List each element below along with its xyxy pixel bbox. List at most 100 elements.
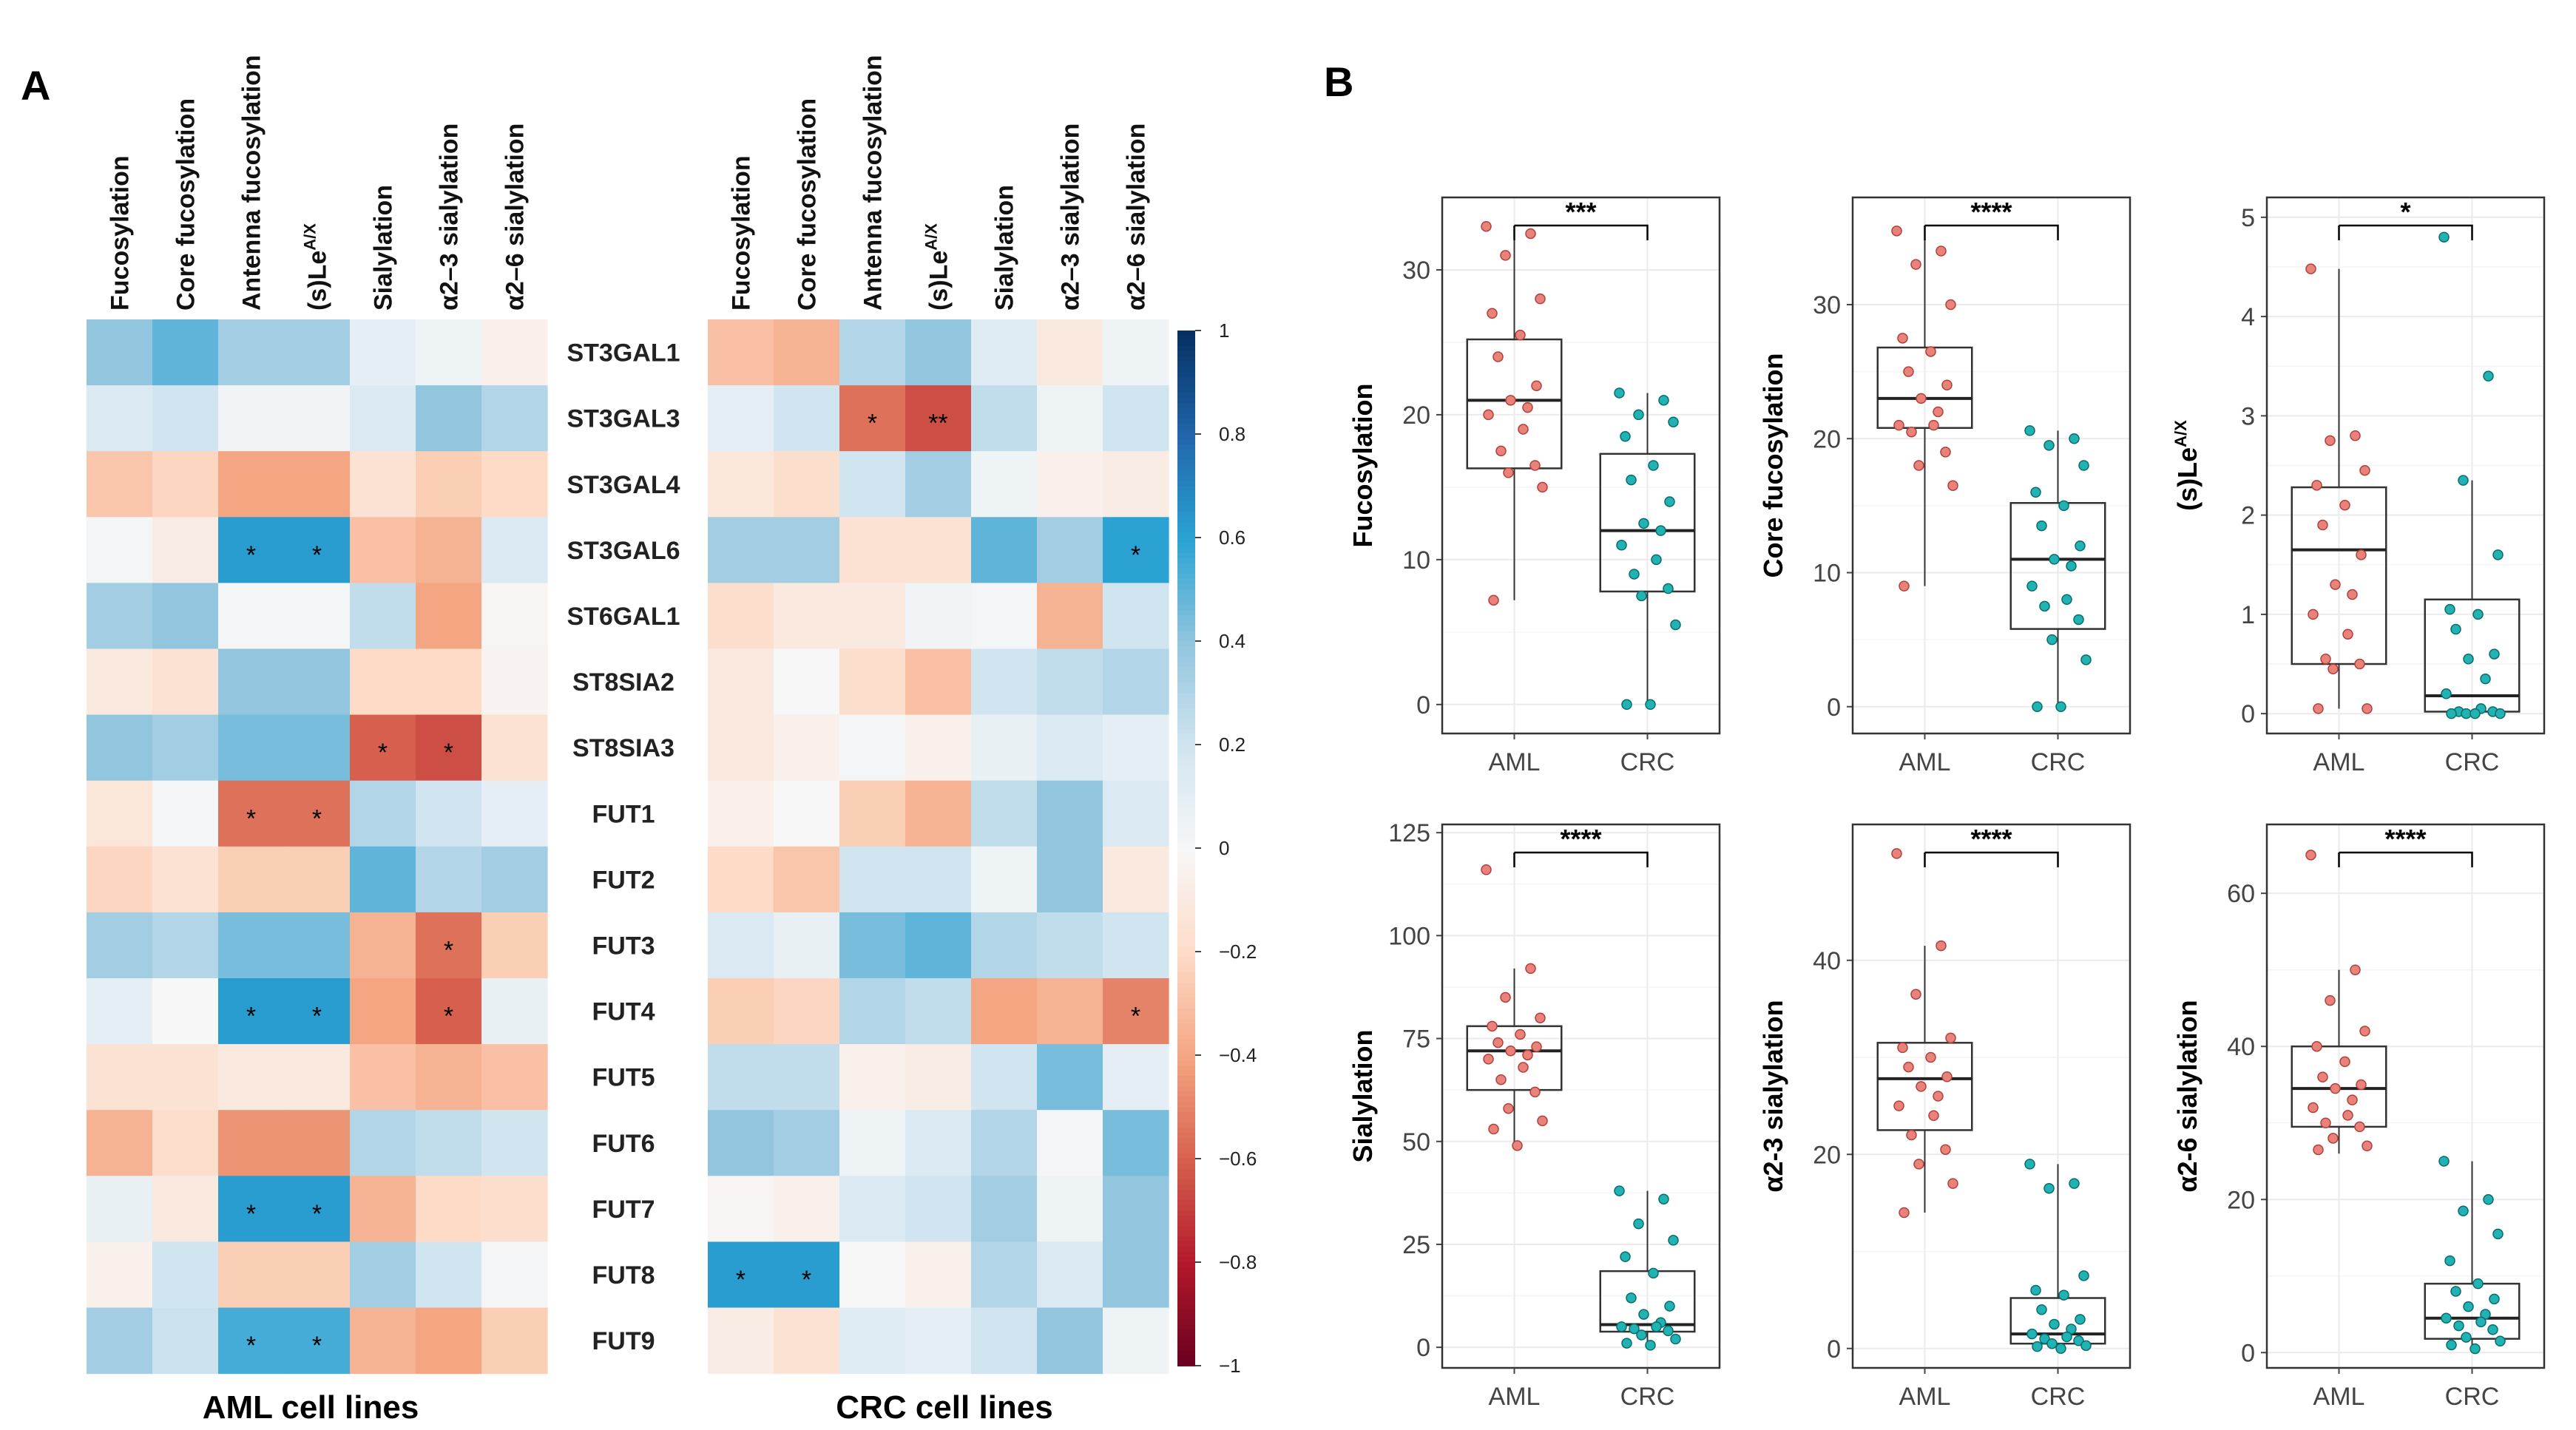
heatmap-cell-crc-st3gal4-antenna-fucosylation xyxy=(839,451,906,518)
colorbar-tick: 0.8 xyxy=(1219,423,1245,445)
data-point-aml xyxy=(2339,1056,2350,1068)
heatmap-cell-crc-fut9-fucosylation xyxy=(708,1307,774,1375)
data-point-aml xyxy=(2313,703,2324,714)
data-point-aml xyxy=(2347,1094,2358,1105)
heatmap-cell-aml-fut9-2-3-sialylation xyxy=(416,1307,482,1375)
colorbar-tick: −0.4 xyxy=(1219,1044,1257,1066)
y-tick-label: 3 xyxy=(2241,402,2255,430)
data-point-crc xyxy=(2483,370,2494,382)
data-point-aml xyxy=(2362,703,2373,714)
heatmap-cell-crc-st3gal4-fucosylation xyxy=(708,451,774,518)
column-label-2-3-sialylation: α2–3 sialylation xyxy=(1057,123,1085,311)
heatmap-cell-crc-st8sia3-s-le-a-x xyxy=(905,714,972,782)
heatmap-cell-crc-st3gal1-sialylation xyxy=(971,319,1038,386)
data-point-aml xyxy=(1529,460,1541,471)
heatmap-cell-crc-st8sia3-antenna-fucosylation xyxy=(839,714,906,782)
heatmap-cell-aml-fut6-antenna-fucosylation xyxy=(218,1110,285,1176)
heatmap-cell-aml-st3gal6-antenna-fucosylation xyxy=(218,517,285,583)
heatmap-cell-crc-fut7-s-le-a-x xyxy=(905,1176,972,1242)
heatmap-cell-aml-st8sia2-s-le-a-x xyxy=(284,648,351,716)
heatmap-cell-aml-st3gal4-fucosylation xyxy=(87,451,153,518)
significance-label: **** xyxy=(1970,197,2012,227)
box-crc xyxy=(2009,502,2106,630)
plot-frame xyxy=(1851,196,2132,735)
data-point-crc xyxy=(1629,1323,1640,1335)
data-point-crc xyxy=(2450,1286,2461,1297)
row-label-fut6: FUT6 xyxy=(592,1130,655,1158)
data-point-aml xyxy=(1906,1129,1917,1141)
heatmap-cell-aml-st3gal1-antenna-fucosylation xyxy=(218,319,285,386)
data-point-crc xyxy=(1645,699,1656,711)
data-point-aml xyxy=(2354,1121,2365,1133)
x-tick-label-crc: CRC xyxy=(2445,1383,2500,1411)
heatmap-cell-aml-fut8-antenna-fucosylation xyxy=(218,1241,285,1309)
data-point-aml xyxy=(1483,409,1494,421)
x-tick-label-crc: CRC xyxy=(2445,748,2500,776)
data-point-crc xyxy=(2030,487,2041,498)
data-point-crc xyxy=(1626,1292,1637,1304)
data-point-aml xyxy=(2308,1102,2319,1114)
column-label-2-6-sialylation: α2–6 sialylation xyxy=(501,123,530,311)
data-point-crc xyxy=(1621,1338,1632,1349)
row-label-st3gal3: ST3GAL3 xyxy=(567,405,680,433)
data-point-crc xyxy=(1668,1235,1679,1246)
heatmap-cell-crc-st6gal1-core-fucosylation xyxy=(774,583,840,650)
heatmap-cell-crc-st8sia3-sialylation xyxy=(971,714,1038,782)
y-tick-label: 0 xyxy=(1416,1334,1430,1362)
y-tick-label: 20 xyxy=(1402,401,1430,430)
heatmap-cell-crc-st3gal6-core-fucosylation xyxy=(774,517,840,583)
row-label-fut9: FUT9 xyxy=(592,1327,655,1355)
box-aml xyxy=(1466,338,1563,470)
data-point-aml xyxy=(1525,963,1536,975)
data-point-aml xyxy=(1945,1032,1956,1043)
data-point-crc xyxy=(1633,1218,1644,1230)
heatmap-cell-crc-fut3-2-6-sialylation xyxy=(1103,912,1169,979)
y-tick-label: 2 xyxy=(2241,502,2255,530)
data-point-aml xyxy=(2311,480,2322,491)
heatmap-cell-aml-fut9-fucosylation xyxy=(87,1307,153,1375)
significance-star: * xyxy=(246,1332,256,1360)
heatmap-cell-crc-st3gal6-2-6-sialylation xyxy=(1103,517,1169,583)
heatmap-cell-crc-st3gal1-2-6-sialylation xyxy=(1103,319,1169,386)
data-point-crc xyxy=(2438,231,2450,243)
heatmap-cell-crc-fut4-antenna-fucosylation xyxy=(839,978,906,1045)
data-point-crc xyxy=(1633,409,1644,421)
heatmap-cell-aml-st8sia3-fucosylation xyxy=(87,714,153,782)
heatmap-cell-crc-st8sia2-sialylation xyxy=(971,648,1038,716)
data-point-aml xyxy=(1531,1041,1542,1052)
heatmap-cell-crc-fut9-2-6-sialylation xyxy=(1103,1307,1169,1375)
heatmap-cell-aml-fut1-sialylation xyxy=(350,780,416,847)
y-tick-label: 20 xyxy=(1813,425,1841,453)
heatmap-cell-aml-st6gal1-s-le-a-x xyxy=(284,583,351,650)
y-tick-label: 0 xyxy=(2241,1339,2255,1367)
panel-label-b: B xyxy=(1324,58,1353,105)
row-label-st8sia3: ST8SIA3 xyxy=(572,734,675,762)
heatmap-cell-aml-st3gal4-core-fucosylation xyxy=(152,451,219,518)
heatmap-cell-crc-fut6-2-3-sialylation xyxy=(1037,1110,1103,1176)
heatmap-cell-crc-fut5-fucosylation xyxy=(708,1044,774,1111)
data-point-aml xyxy=(2327,1133,2339,1144)
data-point-aml xyxy=(1899,1207,1910,1219)
heatmap-cell-aml-st3gal1-2-3-sialylation xyxy=(416,319,482,386)
column-label-antenna-fucosylation: Antenna fucosylation xyxy=(238,55,266,311)
heatmap-cell-aml-fut4-sialylation xyxy=(350,978,416,1045)
data-point-crc xyxy=(2078,1270,2089,1281)
heatmap-cell-aml-st3gal1-sialylation xyxy=(350,319,416,386)
heatmap-cell-crc-fut8-2-6-sialylation xyxy=(1103,1241,1169,1309)
row-label-fut2: FUT2 xyxy=(592,866,655,894)
heatmap-cell-aml-fut5-s-le-a-x xyxy=(284,1044,351,1111)
heatmap-cell-aml-st3gal4-2-3-sialylation xyxy=(416,451,482,518)
data-point-crc xyxy=(2438,1156,2450,1167)
heatmap-cell-crc-fut1-fucosylation xyxy=(708,780,774,847)
significance-star: * xyxy=(444,739,453,767)
significance-label: **** xyxy=(1560,824,1601,854)
heatmap-cell-crc-fut9-core-fucosylation xyxy=(774,1307,840,1375)
data-point-aml xyxy=(1535,293,1546,305)
y-tick-label: 40 xyxy=(2227,1033,2255,1061)
plot-frame xyxy=(1441,823,1721,1369)
heatmap-cell-aml-fut5-2-3-sialylation xyxy=(416,1044,482,1111)
data-point-crc xyxy=(1638,518,1649,529)
heatmap-cell-crc-fut5-2-6-sialylation xyxy=(1103,1044,1169,1111)
box-aml xyxy=(1876,346,1973,429)
data-point-crc xyxy=(2492,1228,2504,1240)
